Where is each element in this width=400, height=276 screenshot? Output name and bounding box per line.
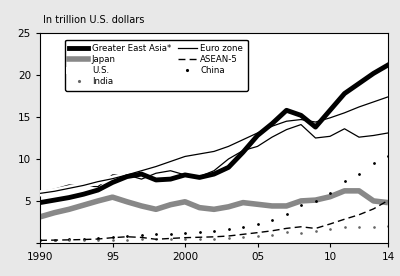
Legend: Greater East Asia*, Japan, U.S., India, Euro zone, ASEAN-5, China: Greater East Asia*, Japan, U.S., India, … <box>65 39 248 91</box>
Text: In trillion U.S. dollars: In trillion U.S. dollars <box>44 15 145 25</box>
